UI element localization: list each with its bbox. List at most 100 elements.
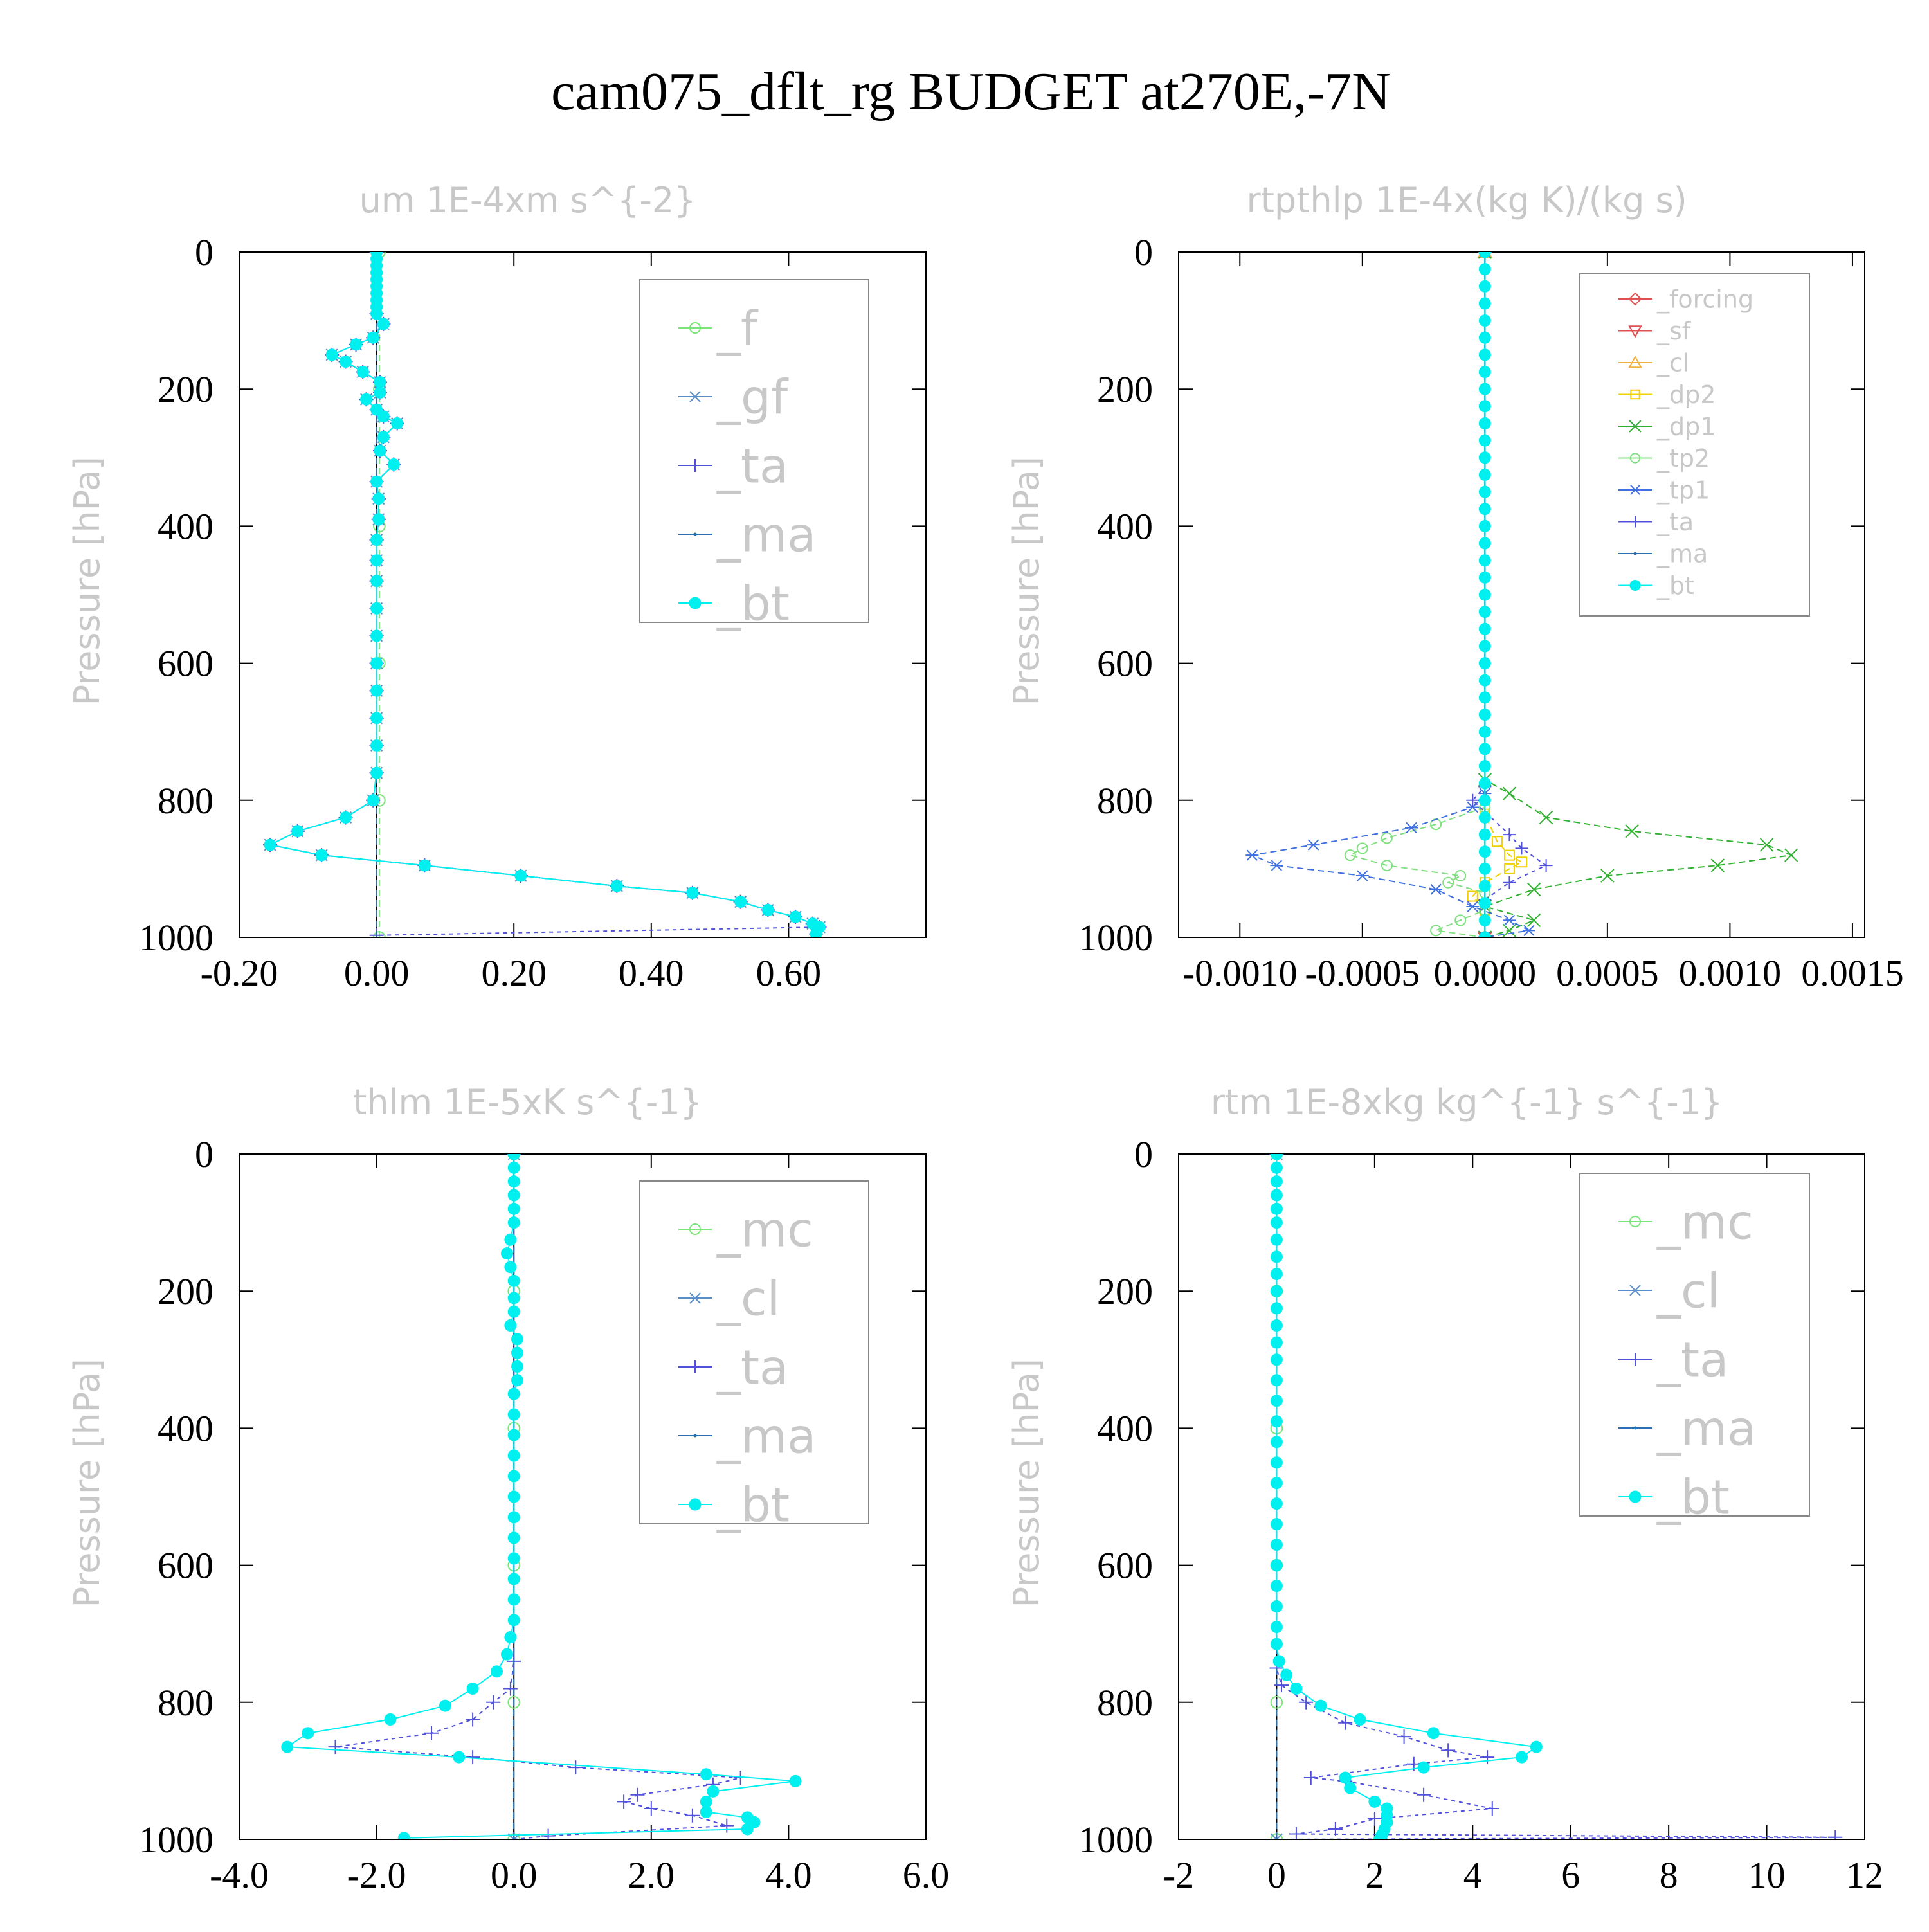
series-point	[1503, 863, 1515, 874]
legend-marker	[1628, 325, 1642, 338]
plot-frame	[239, 1153, 927, 1840]
legend-item-bt: _bt	[1618, 1470, 1730, 1526]
y-tick-label: 1000	[139, 1819, 213, 1861]
legend-label: _cl	[716, 1272, 780, 1327]
series-point	[1270, 1233, 1283, 1246]
legend-label: _ma	[716, 508, 816, 563]
series-point	[1478, 519, 1491, 532]
series-point	[1454, 870, 1467, 882]
series-point	[1274, 1678, 1289, 1693]
series-point	[541, 1828, 556, 1839]
series-point	[377, 431, 390, 444]
series-point	[1272, 1655, 1285, 1668]
x-tick-label: 12	[1846, 1854, 1883, 1896]
panel-title: um 1E-4xm s^{-2}	[359, 180, 696, 221]
series-point	[1478, 468, 1491, 481]
series-point	[453, 1751, 466, 1764]
series-point	[1478, 434, 1491, 447]
series-line	[1471, 252, 1548, 937]
x-tick-label: 4	[1463, 1854, 1482, 1896]
legend-marker	[1628, 292, 1642, 306]
series-point	[302, 1727, 314, 1740]
series-point	[514, 869, 527, 882]
series-point	[686, 887, 699, 899]
series-point	[1280, 1668, 1293, 1681]
y-tick-label: 200	[1097, 1270, 1153, 1312]
series-point	[1503, 876, 1516, 889]
series-point	[377, 318, 390, 330]
series-point	[507, 1593, 520, 1606]
series-point	[507, 1552, 520, 1565]
series-point	[507, 1408, 520, 1421]
series-point	[1339, 1771, 1352, 1784]
series-point	[1270, 1250, 1283, 1263]
series-point	[1328, 1822, 1343, 1837]
series-point	[1478, 691, 1491, 704]
series-point	[1344, 849, 1356, 862]
legend: _mc _cl _ta _ma _bt	[639, 1180, 869, 1533]
series-point	[377, 410, 390, 423]
series-point	[1270, 1175, 1283, 1188]
series-point	[1515, 842, 1528, 855]
legend-marker	[1629, 1490, 1642, 1503]
legend-box	[639, 279, 869, 623]
series-point	[1478, 263, 1491, 276]
series-point	[1478, 400, 1491, 413]
series-point	[1502, 923, 1517, 937]
series-point	[439, 1699, 451, 1712]
series-point	[1539, 810, 1553, 825]
series-point	[501, 1247, 514, 1260]
y-tick-label: 600	[1097, 643, 1153, 685]
series-point	[370, 739, 383, 752]
series-point	[370, 766, 383, 779]
y-tick-label: 1000	[139, 917, 213, 959]
series-point	[507, 1292, 520, 1305]
legend-label: _bt	[716, 1478, 790, 1533]
legend-marker	[1629, 1353, 1642, 1366]
series-point	[700, 1768, 712, 1781]
series-point	[1427, 1727, 1440, 1740]
series-point	[1344, 1782, 1357, 1794]
legend-marker	[693, 532, 697, 536]
y-tick-label: 1000	[1078, 1819, 1153, 1861]
y-tick-label: 0	[195, 1133, 213, 1175]
series-point	[1478, 537, 1491, 550]
chart-panel-1: um 1E-4xm s^{-2} Pressure [hPa] 0 200 400 600…	[67, 180, 927, 994]
series-point	[370, 657, 383, 670]
series-point	[1600, 869, 1615, 883]
series-point	[350, 338, 363, 351]
legend-item-cl: _cl	[1618, 1264, 1720, 1319]
y-axis-label: Pressure [hPa]	[67, 1359, 107, 1607]
series-point	[1478, 709, 1491, 721]
series-point	[291, 825, 304, 838]
y-tick-label: 400	[158, 505, 213, 547]
series-point	[1270, 1415, 1283, 1428]
series-point	[610, 880, 623, 892]
legend-label: _ta	[1656, 508, 1694, 536]
legend-item-ma: _ma	[1618, 540, 1708, 568]
series-point	[630, 1787, 645, 1802]
series-point	[1270, 1600, 1283, 1613]
series-point	[370, 307, 383, 320]
series-point	[507, 1189, 520, 1202]
series-point	[1485, 1801, 1499, 1816]
series-point	[370, 475, 383, 488]
series-point	[1491, 836, 1503, 847]
series-point	[1478, 280, 1491, 293]
series-point	[507, 1202, 520, 1215]
series-point	[1478, 554, 1491, 567]
series-point	[1516, 856, 1527, 868]
series-point	[1397, 1729, 1411, 1744]
y-axis-label: Pressure [hPa]	[1006, 456, 1047, 705]
series-point	[1270, 1374, 1283, 1387]
chart-panel-4: rtm 1E-8xkg kg^{-1} s^{-1} Pressure [hPa]…	[1006, 1082, 1883, 1896]
legend-marker	[689, 1498, 702, 1511]
y-tick-label: 400	[158, 1407, 213, 1449]
series-point	[511, 1346, 524, 1359]
series-point	[370, 602, 383, 615]
legend-item-ta: _ta	[678, 439, 788, 494]
y-tick-label: 200	[1097, 368, 1153, 410]
series-point	[1478, 571, 1491, 584]
series-point	[1270, 1497, 1283, 1510]
y-axis-label: Pressure [hPa]	[67, 456, 107, 705]
